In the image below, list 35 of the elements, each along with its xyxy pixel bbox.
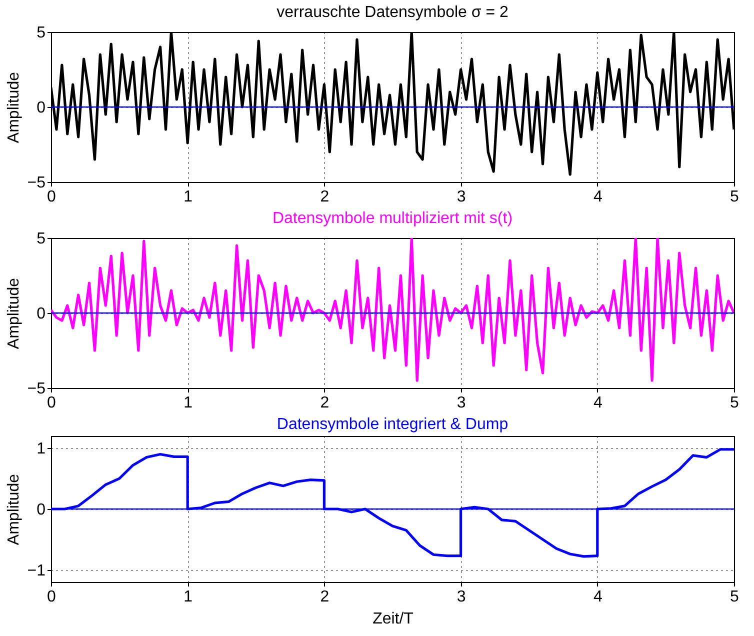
x-tick-label: 3 <box>456 188 466 206</box>
x-tick-label: 3 <box>456 394 466 412</box>
x-tick-label: 1 <box>184 588 193 606</box>
chart-title: verrauschte Datensymbole σ = 2 <box>276 4 508 21</box>
x-tick-label: 2 <box>320 588 330 606</box>
line-series <box>51 238 734 382</box>
y-tick-label: −5 <box>27 380 46 398</box>
x-tick-label: 4 <box>593 394 602 412</box>
x-tick-label: 5 <box>730 588 740 606</box>
x-tick-label: 1 <box>184 188 193 206</box>
x-tick-label: 2 <box>320 394 330 412</box>
y-tick-label: 0 <box>36 502 46 518</box>
x-tick-label: 4 <box>593 188 602 206</box>
y-tick-label: 1 <box>36 440 46 458</box>
y-axis-title: Amplitude <box>5 278 22 350</box>
y-axis-title: Amplitude <box>5 474 22 546</box>
x-tick-label: 0 <box>47 188 56 206</box>
y-tick-label: 0 <box>36 306 46 322</box>
x-axis-title: Zeit/T <box>372 610 414 628</box>
y-tick-label: −5 <box>27 174 46 192</box>
x-tick-label: 1 <box>184 394 193 412</box>
y-tick-label: 0 <box>36 100 46 116</box>
x-tick-label: 5 <box>730 188 740 206</box>
x-tick-label: 0 <box>47 394 56 412</box>
y-tick-label: 5 <box>36 230 46 248</box>
chart-title: Datensymbole multipliziert mit s(t) <box>272 210 513 227</box>
x-tick-label: 4 <box>593 588 602 606</box>
x-tick-label: 2 <box>320 188 330 206</box>
chart-title: Datensymbole integriert & Dump <box>276 416 508 433</box>
y-tick-label: 5 <box>36 24 46 42</box>
y-axis-title: Amplitude <box>5 72 22 144</box>
x-tick-label: 5 <box>730 394 740 412</box>
x-tick-label: 0 <box>47 588 56 606</box>
x-tick-label: 3 <box>456 588 466 606</box>
y-tick-label: −1 <box>27 562 46 580</box>
